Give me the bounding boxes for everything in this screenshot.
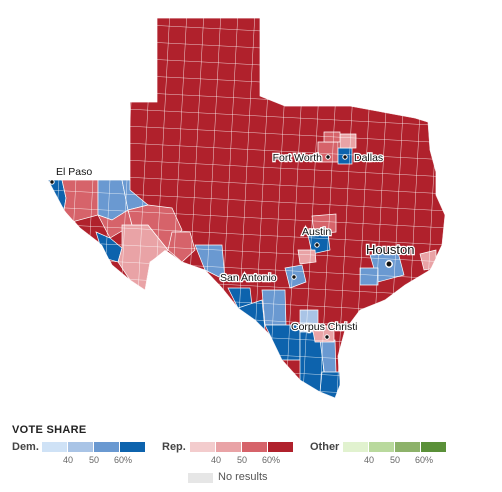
- dallas-marker: [342, 154, 348, 160]
- legend-other-tick-50: 50: [390, 455, 401, 465]
- legend-dem-swatch-2: [68, 442, 93, 452]
- legend-other-swatch-3: [395, 442, 420, 452]
- legend-other-label: Other: [310, 441, 340, 453]
- legend-rep-swatch-1: [190, 442, 215, 452]
- legend-rep-swatch-3: [242, 442, 267, 452]
- city-label-fort-worth: Fort Worth: [273, 152, 323, 164]
- legend-rep-swatches: [190, 442, 294, 452]
- legend-other-tick-40: 40: [364, 455, 375, 465]
- legend-rep-swatch-4: [268, 442, 293, 452]
- legend-rep-swatch-2: [216, 442, 241, 452]
- legend-rep-tick-50: 50: [237, 455, 248, 465]
- legend-dem-swatches: [42, 442, 146, 452]
- legend-dem-swatch-4: [120, 442, 145, 452]
- austin-marker: [314, 242, 320, 248]
- legend-dem-tick-60: 60%: [114, 455, 133, 465]
- legend-rep-label: Rep.: [162, 441, 186, 453]
- legend-other-swatch-1: [343, 442, 368, 452]
- houston-marker: [385, 260, 393, 268]
- city-label-austin: Austin: [302, 226, 331, 238]
- city-label-dallas: Dallas: [354, 152, 383, 164]
- legend-no-results-swatch: [188, 473, 213, 483]
- legend-dem-swatch-3: [94, 442, 119, 452]
- corpus-christi-marker: [324, 334, 330, 340]
- legend-no-results-label: No results: [218, 471, 268, 483]
- san-antonio-marker: [291, 274, 297, 280]
- legend-other-tick-60: 60%: [415, 455, 434, 465]
- legend-rep-tick-40: 40: [211, 455, 222, 465]
- legend-dem-label: Dem.: [12, 441, 39, 453]
- fort-worth-marker: [325, 154, 331, 160]
- legend-dem-tick-40: 40: [63, 455, 74, 465]
- legend-dem-swatch-1: [42, 442, 67, 452]
- legend-other-swatch-4: [421, 442, 446, 452]
- legend-other-swatch-2: [369, 442, 394, 452]
- legend-title: VOTE SHARE: [12, 424, 87, 436]
- legend-dem-tick-50: 50: [89, 455, 100, 465]
- el-paso-marker: [49, 179, 55, 185]
- county-borders: [48, 18, 445, 398]
- texas-county-map: El Paso Fort Worth Dallas Austin Houston…: [48, 18, 445, 398]
- city-label-san-antonio: San Antonio: [220, 272, 277, 284]
- legend-rep-tick-60: 60%: [262, 455, 281, 465]
- city-label-el-paso: El Paso: [56, 166, 92, 178]
- city-label-houston: Houston: [366, 242, 414, 257]
- legend-other-swatches: [343, 442, 447, 452]
- city-label-corpus-christi: Corpus Christi: [291, 321, 358, 333]
